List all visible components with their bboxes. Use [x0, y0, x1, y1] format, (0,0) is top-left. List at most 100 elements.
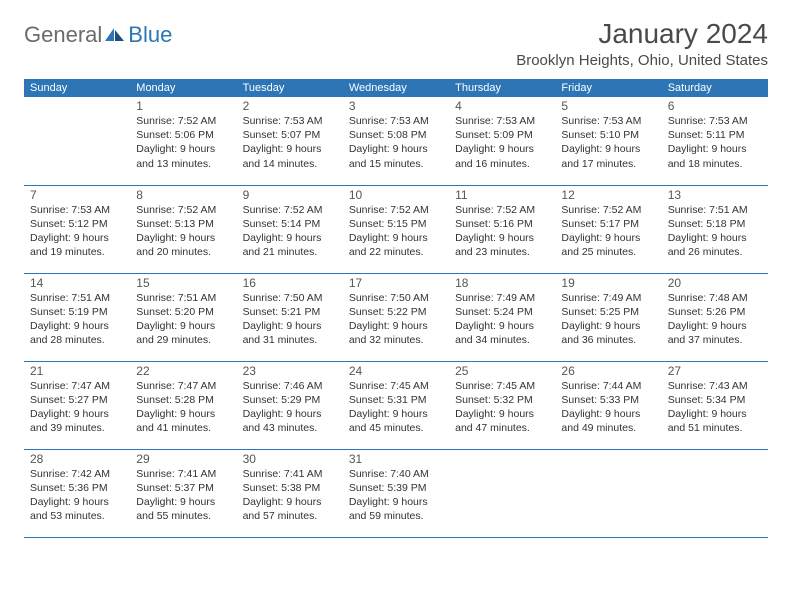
sunset-text: Sunset: 5:33 PM	[561, 393, 655, 407]
day1-text: Daylight: 9 hours	[561, 407, 655, 421]
day1-text: Daylight: 9 hours	[349, 142, 443, 156]
sunset-text: Sunset: 5:24 PM	[455, 305, 549, 319]
sunrise-text: Sunrise: 7:47 AM	[30, 379, 124, 393]
date-number: 5	[561, 97, 655, 114]
date-number: 4	[455, 97, 549, 114]
date-number: 30	[243, 450, 337, 467]
day-header: Monday	[130, 79, 236, 97]
date-number: 29	[136, 450, 230, 467]
day2-text: and 47 minutes.	[455, 421, 549, 435]
day1-text: Daylight: 9 hours	[455, 231, 549, 245]
sunset-text: Sunset: 5:10 PM	[561, 128, 655, 142]
sunrise-text: Sunrise: 7:52 AM	[561, 203, 655, 217]
logo: General Blue	[24, 18, 172, 48]
calendar-cell: 10Sunrise: 7:52 AMSunset: 5:15 PMDayligh…	[343, 185, 449, 273]
logo-sail-icon	[104, 27, 126, 43]
sunset-text: Sunset: 5:08 PM	[349, 128, 443, 142]
day1-text: Daylight: 9 hours	[243, 231, 337, 245]
calendar-cell: 29Sunrise: 7:41 AMSunset: 5:37 PMDayligh…	[130, 449, 236, 537]
calendar-cell: 11Sunrise: 7:52 AMSunset: 5:16 PMDayligh…	[449, 185, 555, 273]
date-number: 27	[668, 362, 762, 379]
day1-text: Daylight: 9 hours	[30, 495, 124, 509]
day2-text: and 17 minutes.	[561, 157, 655, 171]
calendar-cell: 14Sunrise: 7:51 AMSunset: 5:19 PMDayligh…	[24, 273, 130, 361]
day2-text: and 59 minutes.	[349, 509, 443, 523]
sunrise-text: Sunrise: 7:46 AM	[243, 379, 337, 393]
sunrise-text: Sunrise: 7:43 AM	[668, 379, 762, 393]
day-header: Sunday	[24, 79, 130, 97]
day2-text: and 15 minutes.	[349, 157, 443, 171]
sunrise-text: Sunrise: 7:53 AM	[30, 203, 124, 217]
sunrise-text: Sunrise: 7:52 AM	[243, 203, 337, 217]
sunrise-text: Sunrise: 7:45 AM	[455, 379, 549, 393]
sunset-text: Sunset: 5:32 PM	[455, 393, 549, 407]
sunrise-text: Sunrise: 7:51 AM	[30, 291, 124, 305]
sunrise-text: Sunrise: 7:51 AM	[668, 203, 762, 217]
sunrise-text: Sunrise: 7:48 AM	[668, 291, 762, 305]
sunset-text: Sunset: 5:22 PM	[349, 305, 443, 319]
title-block: January 2024 Brooklyn Heights, Ohio, Uni…	[516, 18, 768, 69]
date-number: 9	[243, 186, 337, 203]
day2-text: and 34 minutes.	[455, 333, 549, 347]
sunset-text: Sunset: 5:06 PM	[136, 128, 230, 142]
date-number: 10	[349, 186, 443, 203]
calendar-row: 28Sunrise: 7:42 AMSunset: 5:36 PMDayligh…	[24, 449, 768, 537]
day-header-row: Sunday Monday Tuesday Wednesday Thursday…	[24, 79, 768, 97]
sunset-text: Sunset: 5:11 PM	[668, 128, 762, 142]
sunset-text: Sunset: 5:13 PM	[136, 217, 230, 231]
day1-text: Daylight: 9 hours	[136, 319, 230, 333]
calendar: Sunday Monday Tuesday Wednesday Thursday…	[24, 79, 768, 538]
date-number: 22	[136, 362, 230, 379]
calendar-cell: 8Sunrise: 7:52 AMSunset: 5:13 PMDaylight…	[130, 185, 236, 273]
date-number: 2	[243, 97, 337, 114]
sunrise-text: Sunrise: 7:53 AM	[455, 114, 549, 128]
day2-text: and 18 minutes.	[668, 157, 762, 171]
day2-text: and 31 minutes.	[243, 333, 337, 347]
sunrise-text: Sunrise: 7:52 AM	[349, 203, 443, 217]
sunset-text: Sunset: 5:38 PM	[243, 481, 337, 495]
date-number: 18	[455, 274, 549, 291]
calendar-cell	[555, 449, 661, 537]
calendar-row: 7Sunrise: 7:53 AMSunset: 5:12 PMDaylight…	[24, 185, 768, 273]
date-number: 28	[30, 450, 124, 467]
sunrise-text: Sunrise: 7:45 AM	[349, 379, 443, 393]
calendar-cell: 31Sunrise: 7:40 AMSunset: 5:39 PMDayligh…	[343, 449, 449, 537]
date-number: 31	[349, 450, 443, 467]
day2-text: and 53 minutes.	[30, 509, 124, 523]
day2-text: and 14 minutes.	[243, 157, 337, 171]
sunset-text: Sunset: 5:25 PM	[561, 305, 655, 319]
date-number: 19	[561, 274, 655, 291]
calendar-cell: 2Sunrise: 7:53 AMSunset: 5:07 PMDaylight…	[237, 97, 343, 185]
sunset-text: Sunset: 5:20 PM	[136, 305, 230, 319]
day2-text: and 25 minutes.	[561, 245, 655, 259]
sunset-text: Sunset: 5:21 PM	[243, 305, 337, 319]
day1-text: Daylight: 9 hours	[136, 407, 230, 421]
page: General Blue January 2024 Brooklyn Heigh…	[0, 0, 792, 548]
day1-text: Daylight: 9 hours	[136, 495, 230, 509]
date-number: 20	[668, 274, 762, 291]
day-header: Thursday	[449, 79, 555, 97]
calendar-cell: 25Sunrise: 7:45 AMSunset: 5:32 PMDayligh…	[449, 361, 555, 449]
day1-text: Daylight: 9 hours	[243, 319, 337, 333]
day1-text: Daylight: 9 hours	[243, 142, 337, 156]
date-number: 24	[349, 362, 443, 379]
sunset-text: Sunset: 5:07 PM	[243, 128, 337, 142]
calendar-cell: 16Sunrise: 7:50 AMSunset: 5:21 PMDayligh…	[237, 273, 343, 361]
sunrise-text: Sunrise: 7:52 AM	[136, 114, 230, 128]
sunset-text: Sunset: 5:19 PM	[30, 305, 124, 319]
day2-text: and 13 minutes.	[136, 157, 230, 171]
date-number: 13	[668, 186, 762, 203]
sunrise-text: Sunrise: 7:53 AM	[349, 114, 443, 128]
calendar-cell: 30Sunrise: 7:41 AMSunset: 5:38 PMDayligh…	[237, 449, 343, 537]
calendar-cell: 26Sunrise: 7:44 AMSunset: 5:33 PMDayligh…	[555, 361, 661, 449]
day1-text: Daylight: 9 hours	[349, 319, 443, 333]
sunrise-text: Sunrise: 7:49 AM	[561, 291, 655, 305]
sunset-text: Sunset: 5:16 PM	[455, 217, 549, 231]
calendar-cell: 3Sunrise: 7:53 AMSunset: 5:08 PMDaylight…	[343, 97, 449, 185]
calendar-row: 14Sunrise: 7:51 AMSunset: 5:19 PMDayligh…	[24, 273, 768, 361]
month-title: January 2024	[516, 18, 768, 50]
day-header: Saturday	[662, 79, 768, 97]
calendar-cell	[449, 449, 555, 537]
day1-text: Daylight: 9 hours	[349, 495, 443, 509]
sunset-text: Sunset: 5:39 PM	[349, 481, 443, 495]
